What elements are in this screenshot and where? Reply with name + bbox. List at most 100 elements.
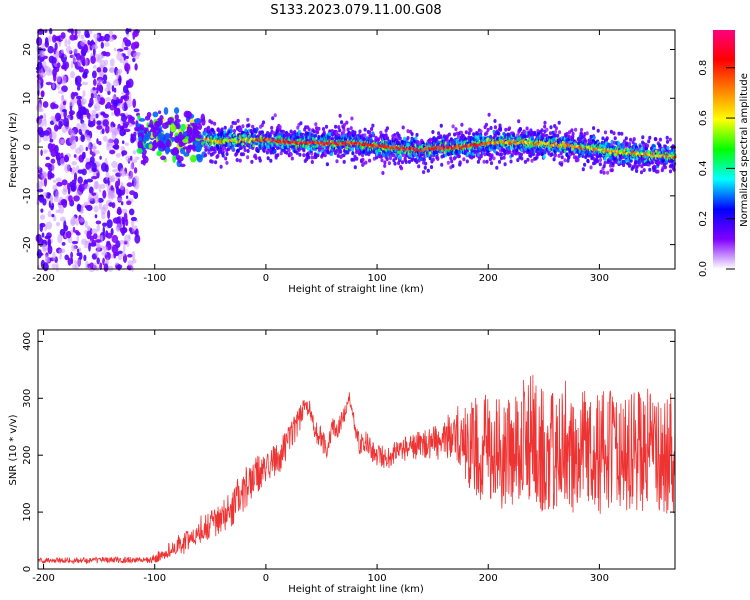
spectrogram-cell <box>177 155 184 162</box>
spectrogram-cell <box>39 222 46 228</box>
spectrogram-cell <box>255 127 259 132</box>
spectrogram-cell <box>76 252 81 257</box>
spectrogram-cell <box>35 103 43 113</box>
spectrogram-cell <box>53 124 59 132</box>
spectrogram-cell <box>526 157 530 162</box>
spectrogram-cell <box>123 46 129 51</box>
spectrogram-cell <box>509 159 513 164</box>
spectrogram-cell <box>68 110 75 116</box>
spectrogram-cell <box>86 225 91 232</box>
spectrogram-cell <box>91 162 97 172</box>
spectrogram-cell <box>507 126 512 131</box>
spectrogram-cell <box>570 128 574 133</box>
spectrogram-cell <box>493 125 497 130</box>
spectrogram-cell <box>577 154 581 158</box>
spectrogram-cell <box>157 132 165 142</box>
spectrogram-cell <box>125 155 132 162</box>
spectrogram-cell <box>83 254 87 262</box>
spectrogram-cell <box>110 121 115 128</box>
spectrogram-cell <box>52 82 55 90</box>
spectrogram-cell <box>62 185 68 193</box>
spectrogram-cell <box>78 66 84 73</box>
spectrogram-cell <box>117 103 124 109</box>
spectrogram-cell <box>84 244 89 248</box>
spectrogram-cell <box>84 220 88 229</box>
spectrogram-cell <box>69 134 76 145</box>
spectrogram-cell <box>55 75 61 83</box>
spectrogram-cell <box>53 215 57 222</box>
spectrogram-cell <box>47 238 52 247</box>
spectrogram-cell <box>387 161 391 166</box>
spectrogram-cell <box>87 122 95 128</box>
spectrogram-cell <box>247 123 251 128</box>
spectrogram-cell <box>111 160 118 169</box>
spectrogram-cell <box>458 160 462 165</box>
spectrogram-cell <box>241 142 245 146</box>
spectrogram-cell <box>316 130 320 135</box>
spectrogram-cell <box>134 234 141 244</box>
spectrogram-cell <box>59 228 66 236</box>
spectrogram-cell <box>123 243 126 252</box>
spectrogram-cell <box>101 211 106 220</box>
spectrogram-cell <box>56 181 63 187</box>
spectrogram-cell <box>157 110 162 114</box>
spectrogram-cell <box>68 195 73 203</box>
spectrogram-cell <box>121 91 125 95</box>
spectrogram-cell <box>102 80 107 84</box>
spectrogram-cell <box>71 244 77 252</box>
spectrogram-cell <box>132 98 137 109</box>
spectrogram-cell <box>157 128 161 132</box>
spectrogram-cell <box>54 112 62 122</box>
spectrogram-cell <box>482 159 486 164</box>
spectrogram-cell <box>84 183 91 190</box>
spectrogram-cell <box>159 115 164 122</box>
spectrogram-cell <box>97 53 104 60</box>
spectrogram-cell <box>92 65 97 69</box>
spectrogram-cell <box>51 213 55 218</box>
spectrogram-cell <box>508 150 512 155</box>
spectrogram-cell <box>542 154 546 159</box>
spectrogram-cell <box>73 172 78 182</box>
spectrogram-cell <box>69 34 77 41</box>
spectrogram-cell <box>307 127 311 132</box>
spectrogram-cell <box>545 127 549 132</box>
spectrogram-cell <box>414 136 418 141</box>
spectrogram-cell <box>423 165 427 170</box>
spectrogram-cell <box>552 157 556 162</box>
spectrogram-cell <box>51 263 57 269</box>
spectrogram-cell <box>214 160 218 165</box>
spectrogram-cell <box>124 142 129 146</box>
spectrogram-cell <box>100 41 104 49</box>
spectrogram-cell <box>67 37 71 46</box>
spectrogram-cell <box>42 60 47 69</box>
spectrogram-cell <box>236 118 240 123</box>
spectrogram-cell <box>41 232 45 238</box>
spectrogram-cell <box>212 130 216 135</box>
spectrogram-cell <box>74 76 78 86</box>
spectrogram-cell <box>254 156 258 160</box>
spectrogram-cell <box>178 131 184 141</box>
spectrogram-cell <box>146 111 152 118</box>
spectrogram-cell <box>94 37 98 46</box>
spectrogram-cell <box>456 134 460 139</box>
spectrogram-cell <box>91 228 98 235</box>
spectrogram-cell <box>151 141 158 150</box>
spectrogram-cell <box>96 79 103 86</box>
spectrogram-cell <box>299 121 303 126</box>
spectrogram-cell <box>99 59 106 69</box>
spectrogram-cell <box>76 190 82 197</box>
spectrogram-cell <box>121 251 126 257</box>
spectrogram-cell <box>124 234 131 243</box>
spectrogram-cell <box>207 150 211 155</box>
spectrogram-cell <box>81 238 88 246</box>
spectrogram-cell <box>250 159 254 164</box>
spectrogram-cell <box>125 188 129 195</box>
spectrogram-cell <box>104 51 111 57</box>
spectrogram-cell <box>40 71 47 78</box>
spectrogram-cell <box>133 180 140 190</box>
spectrogram-cell <box>72 48 79 54</box>
spectrogram-cell <box>93 180 99 190</box>
spectrogram-cell <box>55 152 60 161</box>
spectrogram-cell <box>451 164 455 168</box>
